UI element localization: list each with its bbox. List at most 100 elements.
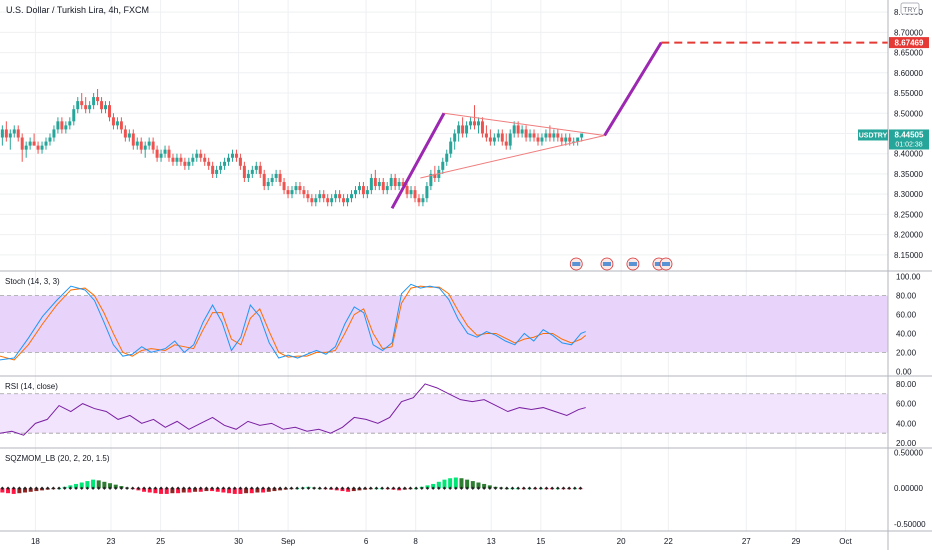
candle-body[interactable] (520, 129, 524, 134)
candle-body[interactable] (76, 101, 80, 110)
candle-body[interactable] (127, 133, 131, 138)
sqz-bar[interactable] (453, 477, 458, 489)
candle-body[interactable] (453, 133, 457, 142)
sqz-bar[interactable] (23, 488, 28, 493)
sqz-bar[interactable] (261, 488, 266, 493)
sqz-bar[interactable] (159, 488, 164, 494)
economic-event-icon[interactable] (659, 257, 673, 271)
sqz-bar[interactable] (255, 488, 260, 493)
sqz-bar[interactable] (232, 488, 237, 494)
candle-body[interactable] (215, 169, 219, 174)
currency-badge-box[interactable] (900, 2, 920, 15)
candle-body[interactable] (306, 194, 310, 199)
candle-body[interactable] (32, 141, 36, 146)
candle-body[interactable] (151, 141, 155, 150)
candle-body[interactable] (56, 121, 60, 130)
candle-body[interactable] (389, 177, 393, 187)
candle-body[interactable] (290, 190, 294, 195)
candle-body[interactable] (60, 121, 64, 130)
sqz-bar[interactable] (465, 479, 470, 489)
currency-badge[interactable]: TRY (903, 7, 917, 14)
triangle-lower-line[interactable] (420, 135, 605, 179)
candle-body[interactable] (401, 182, 405, 187)
sqz-bar[interactable] (91, 479, 96, 489)
sqz-bar[interactable] (176, 488, 181, 494)
symbol-title[interactable]: U.S. Dollar / Turkish Lira, 4h, FXCM (6, 5, 149, 15)
sqz-bar[interactable] (181, 488, 186, 493)
candle-body[interactable] (417, 198, 421, 203)
candle-body[interactable] (68, 121, 72, 126)
candle-body[interactable] (353, 190, 357, 195)
candle-body[interactable] (405, 186, 409, 195)
candle-body[interactable] (211, 165, 215, 174)
sqz-bar[interactable] (238, 488, 243, 494)
sqz-bar[interactable] (85, 481, 90, 489)
candle-body[interactable] (72, 109, 76, 122)
candle-body[interactable] (318, 194, 322, 199)
candle-body[interactable] (580, 133, 584, 138)
candle-body[interactable] (266, 182, 270, 187)
sqz-bar[interactable] (6, 488, 11, 494)
candle-body[interactable] (254, 165, 258, 170)
sqz-bar[interactable] (147, 488, 152, 493)
impulse-line[interactable] (390, 112, 446, 210)
price-axis-ticks[interactable]: 8.750008.700008.650008.600008.550008.500… (894, 8, 926, 529)
candle-body[interactable] (238, 157, 242, 166)
candle-body[interactable] (167, 149, 171, 158)
sqz-bar[interactable] (187, 488, 192, 493)
sqz-bar[interactable] (442, 479, 447, 489)
candle-body[interactable] (227, 157, 231, 162)
candle-body[interactable] (100, 101, 104, 110)
candle-body[interactable] (326, 198, 330, 203)
candle-body[interactable] (476, 121, 480, 126)
candle-body[interactable] (274, 173, 278, 178)
sqz-bar[interactable] (153, 488, 158, 494)
sqz-bar[interactable] (79, 482, 84, 489)
sqz-series[interactable] (0, 477, 583, 494)
stoch-series[interactable] (0, 283, 587, 361)
candle-body[interactable] (425, 186, 429, 199)
rsi-series[interactable] (0, 383, 586, 436)
candle-body[interactable] (179, 157, 183, 162)
candle-body[interactable] (223, 161, 227, 166)
candle-body[interactable] (473, 121, 477, 126)
candle-body[interactable] (457, 125, 461, 134)
candle-body[interactable] (64, 125, 68, 130)
sqz-bar[interactable] (459, 478, 464, 489)
candle-body[interactable] (421, 198, 425, 203)
candle-body[interactable] (397, 182, 401, 187)
candle-body[interactable] (195, 153, 199, 158)
candle-body[interactable] (0, 129, 4, 138)
candle-body[interactable] (52, 129, 56, 138)
candle-body[interactable] (310, 198, 314, 203)
candle-body[interactable] (230, 153, 234, 158)
candle-body[interactable] (107, 105, 111, 118)
candle-body[interactable] (322, 194, 326, 199)
candle-body[interactable] (516, 125, 520, 134)
rsi-line[interactable] (0, 383, 586, 436)
candle-body[interactable] (187, 161, 191, 166)
candle-body[interactable] (346, 198, 350, 203)
candle-body[interactable] (123, 129, 127, 138)
candle-body[interactable] (234, 153, 238, 158)
sqz-bar[interactable] (96, 480, 101, 489)
rsi-label[interactable]: RSI (14, close) (5, 382, 58, 391)
candle-body[interactable] (302, 190, 306, 195)
candle-body[interactable] (28, 141, 32, 146)
candle-body[interactable] (500, 133, 504, 142)
candle-body[interactable] (441, 161, 445, 170)
candle-body[interactable] (552, 133, 556, 138)
candle-body[interactable] (357, 186, 361, 191)
candle-body[interactable] (429, 173, 433, 187)
candle-body[interactable] (199, 153, 203, 158)
candle-body[interactable] (377, 182, 381, 187)
candle-body[interactable] (381, 182, 385, 191)
candle-body[interactable] (4, 129, 8, 138)
candle-body[interactable] (48, 137, 52, 142)
candle-body[interactable] (385, 186, 389, 191)
candle-body[interactable] (183, 161, 187, 166)
sqz-bar[interactable] (142, 488, 147, 492)
candle-body[interactable] (480, 121, 484, 134)
sqz-bar[interactable] (227, 488, 232, 494)
candle-body[interactable] (36, 145, 40, 150)
